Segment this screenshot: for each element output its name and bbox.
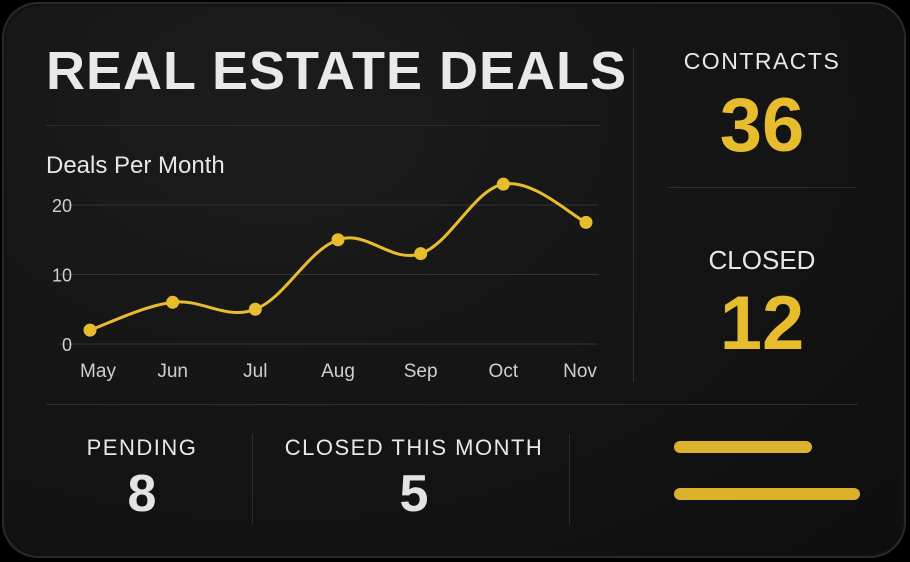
closed-label: CLOSED: [708, 245, 816, 275]
data-point-jul: [248, 302, 262, 316]
data-point-sep: [414, 247, 428, 261]
pending-value: 8: [127, 465, 157, 523]
chart-title: Deals Per Month: [46, 152, 225, 179]
data-point-aug: [331, 233, 345, 247]
pending-label: PENDING: [86, 435, 198, 460]
closed-value: 12: [719, 281, 805, 366]
stats-divider: [668, 187, 856, 188]
x-tick-label: Nov: [563, 361, 597, 382]
page-title: REAL ESTATE DEALS: [46, 41, 628, 101]
contracts-value: 36: [719, 83, 805, 168]
closed-this-month-value: 5: [399, 465, 429, 523]
x-tick-label: Oct: [489, 361, 519, 382]
deals-per-month-chart: 0 10 20 May Jun Jul Aug Sep Oct Nov: [52, 177, 598, 382]
data-point-jun: [166, 295, 180, 309]
closed-this-month-label: CLOSED THIS MONTH: [284, 435, 544, 460]
column-divider: [633, 48, 634, 382]
y-tick-label: 0: [62, 335, 72, 355]
x-tick-label: May: [80, 361, 116, 382]
series-line: [88, 182, 588, 332]
data-point-nov: [579, 215, 593, 229]
x-tick-label: Aug: [321, 361, 355, 382]
y-tick-label: 10: [52, 266, 72, 286]
decorative-bar-bottom: [674, 488, 860, 500]
bottom-divider-2: [569, 434, 570, 524]
x-tick-label: Sep: [404, 361, 438, 382]
x-tick-label: Jul: [243, 361, 267, 382]
data-point-oct: [496, 177, 510, 191]
contracts-label: CONTRACTS: [683, 48, 841, 74]
decorative-bar-top: [674, 441, 812, 453]
bottom-divider: [46, 404, 858, 405]
title-divider: [46, 125, 600, 126]
y-tick-label: 20: [52, 196, 72, 216]
data-point-may: [83, 323, 97, 337]
bottom-divider-1: [252, 434, 253, 524]
x-tick-label: Jun: [157, 361, 188, 382]
